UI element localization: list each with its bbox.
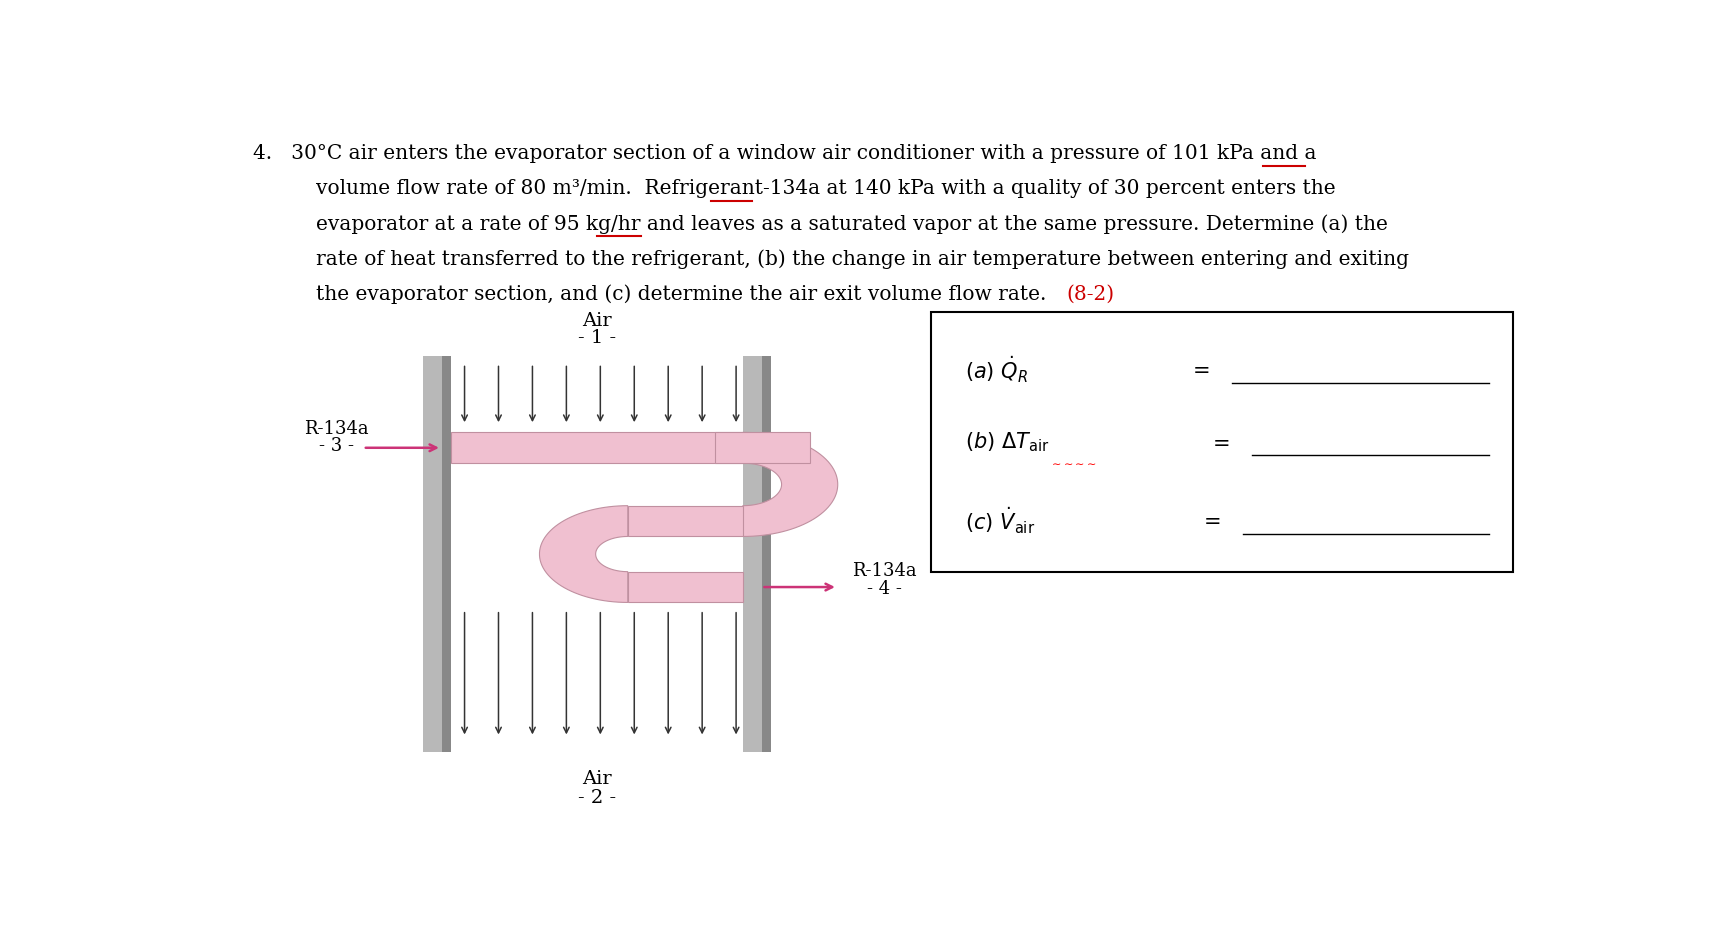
Text: $(a)\ \dot{Q}_R$: $(a)\ \dot{Q}_R$ (965, 354, 1029, 385)
Bar (628, 571, 742, 603)
Text: $(b)\ \Delta T_{\rm air}$: $(b)\ \Delta T_{\rm air}$ (965, 430, 1049, 454)
Text: R-134a: R-134a (853, 562, 917, 580)
Bar (450, 432, 742, 464)
Text: volume flow rate of 80 m³/min.  Refrigerant-134a at 140 kPa with a quality of 30: volume flow rate of 80 m³/min. Refrigera… (316, 179, 1336, 198)
Text: $=$: $=$ (1187, 360, 1210, 379)
Text: evaporator at a rate of 95 kg/hr and leaves as a saturated vapor at the same pre: evaporator at a rate of 95 kg/hr and lea… (316, 214, 1388, 233)
Text: $=$: $=$ (1200, 511, 1220, 530)
Text: 4.   30°C air enters the evaporator section of a window air conditioner with a p: 4. 30°C air enters the evaporator sectio… (254, 144, 1317, 163)
Text: $(c)\ \dot{V}_{\rm air}$: $(c)\ \dot{V}_{\rm air}$ (965, 506, 1036, 536)
Bar (715, 432, 809, 464)
Text: (8-2): (8-2) (1067, 285, 1115, 304)
Text: rate of heat transferred to the refrigerant, (b) the change in air temperature b: rate of heat transferred to the refriger… (316, 249, 1408, 268)
Text: the evaporator section, and (c) determine the air exit volume flow rate.: the evaporator section, and (c) determin… (316, 285, 1053, 304)
Text: - 3 -: - 3 - (319, 437, 354, 455)
Bar (442, 356, 450, 752)
Polygon shape (742, 432, 837, 537)
Bar (761, 356, 772, 752)
Text: - 2 -: - 2 - (578, 788, 616, 806)
Polygon shape (540, 506, 628, 603)
Text: $\sim\!\sim\!\sim\!\sim$: $\sim\!\sim\!\sim\!\sim$ (1049, 459, 1098, 469)
Text: $=$: $=$ (1208, 433, 1229, 452)
Text: Air: Air (582, 770, 611, 788)
Text: - 1 -: - 1 - (578, 329, 616, 347)
Bar (628, 506, 742, 537)
Text: - 4 -: - 4 - (866, 580, 903, 598)
Text: R-134a: R-134a (304, 421, 368, 439)
Bar (742, 356, 761, 752)
Bar (423, 356, 442, 752)
Bar (932, 312, 1514, 572)
Text: Air: Air (582, 312, 611, 330)
